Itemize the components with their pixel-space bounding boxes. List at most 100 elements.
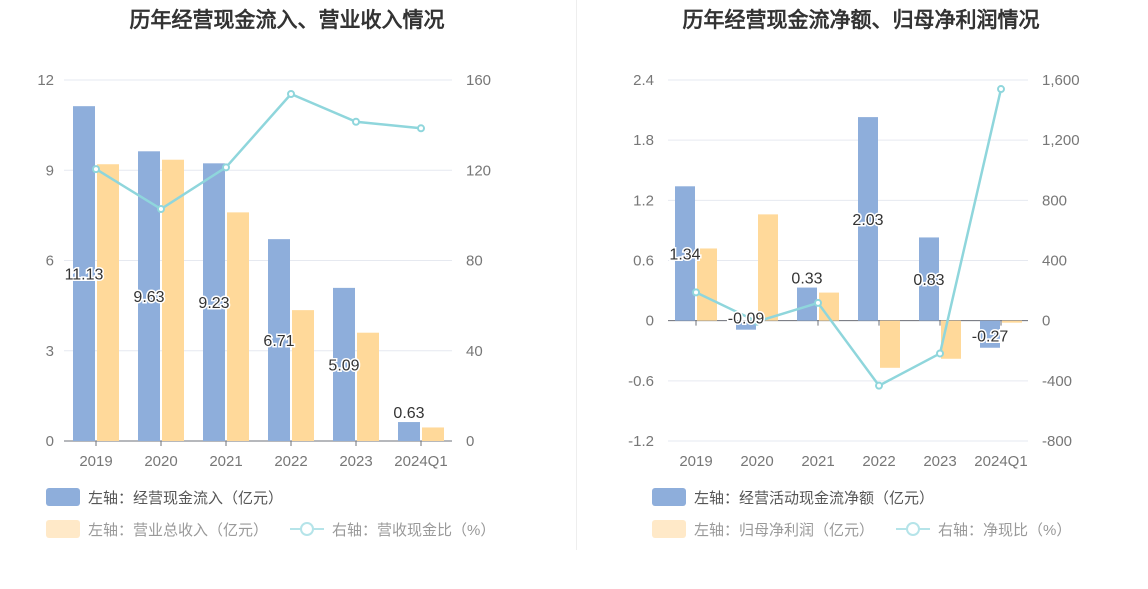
ratio-point (157, 205, 165, 214)
right-axis-tick-label: -800 (1042, 433, 1072, 450)
right-axis-tick-label: 160 (466, 72, 491, 89)
bar-primary (675, 186, 695, 321)
bar-secondary (97, 164, 119, 441)
ratio-point (222, 163, 230, 172)
bar-primary (919, 237, 939, 321)
left-axis-tick-label: 12 (37, 72, 54, 89)
chart-title: 历年经营现金流净额、归母净利润情况 (682, 9, 1040, 32)
bar-primary (858, 117, 878, 321)
ratio-point (814, 298, 822, 307)
bar-primary (797, 287, 817, 321)
legend-swatch-line (896, 520, 931, 538)
bar-primary (203, 163, 225, 442)
legend-label: 左轴：经营活动现金流净额（亿元） (694, 489, 935, 507)
bar-secondary (227, 212, 249, 441)
legend-label: 左轴：归母净利润（亿元） (694, 521, 875, 539)
left-axis-tick-label: 3 (46, 343, 54, 360)
bar-secondary (162, 159, 184, 442)
legend-item-net-profit[interactable]: 左轴：归母净利润（亿元） (652, 519, 874, 540)
legend-row-2: 左轴：营业总收入（亿元） 右轴：营收现金比（%） (46, 518, 517, 540)
bar-data-label: 1.34 (669, 246, 700, 263)
legend-swatch-bar (652, 520, 686, 538)
legend-swatch-bar (46, 520, 80, 538)
x-axis-tick-label: 2023 (339, 453, 372, 470)
bar-secondary (758, 214, 778, 321)
ratio-point (875, 381, 883, 390)
ratio-point (997, 85, 1005, 94)
legend-row-2: 左轴：归母净利润（亿元） 右轴：净现比（%） (652, 518, 1093, 540)
x-axis-tick-label: 2022 (862, 453, 895, 470)
legend-swatch-line (290, 520, 325, 538)
bar-data-label: 0.83 (913, 272, 944, 289)
bar-secondary (422, 427, 444, 441)
bar-primary (398, 422, 420, 441)
right-axis-tick-label: 80 (466, 253, 483, 270)
x-axis-tick-label: 2023 (923, 453, 956, 470)
ratio-point (287, 89, 295, 98)
bar-data-label: 5.09 (328, 357, 359, 374)
chart-panel-net-cash-profit: 历年经营现金流净额、归母净利润情况 -1.2 -0.6 0 0.6 1.2 1.8 2.4-… (574, 0, 1148, 589)
left-axis-tick-label: 1.2 (633, 192, 654, 209)
bar-data-label: 9.23 (198, 295, 229, 312)
bar-data-label: -0.27 (972, 329, 1009, 346)
bar-primary (268, 239, 290, 441)
right-axis-tick-label: 1,600 (1042, 72, 1080, 89)
right-axis-tick-label: 0 (1042, 313, 1050, 330)
ratio-point (417, 124, 425, 133)
x-axis-tick-label: 2021 (801, 453, 834, 470)
right-axis-tick-label: 0 (466, 433, 474, 450)
left-axis-tick-label: 1.8 (633, 132, 654, 149)
bar-secondary (292, 310, 314, 441)
x-axis-tick-label: 2024Q1 (394, 453, 447, 470)
left-axis-tick-label: 9 (46, 162, 54, 179)
right-axis-tick-label: 800 (1042, 192, 1067, 209)
right-axis-tick-label: 120 (466, 162, 491, 179)
legend-label: 右轴：营收现金比（%） (332, 521, 496, 539)
bar-secondary (357, 332, 379, 441)
bar-secondary (1002, 320, 1022, 323)
bar-secondary (697, 248, 717, 321)
legend-item-revenue[interactable]: 左轴：营业总收入（亿元） (46, 519, 268, 540)
left-axis-tick-label: -0.6 (628, 373, 654, 390)
legend-swatch-bar (46, 488, 80, 506)
chart-plot-area: -1.2 -0.6 0 0.6 1.2 1.8 2.4 -800 -400 0 400 800 1,20… (628, 72, 1080, 470)
x-axis-tick-label: 2020 (144, 453, 177, 470)
right-axis-tick-label: 40 (466, 343, 483, 360)
left-axis-tick-label: 0.6 (633, 253, 654, 270)
x-axis-tick-label: 2020 (740, 453, 773, 470)
bar-data-label: 6.71 (263, 333, 294, 350)
bar-primary (736, 320, 756, 330)
legend-item-cash-inflow[interactable]: 左轴：经营现金流入（亿元） (46, 487, 283, 508)
left-axis-tick-label: 0 (46, 433, 54, 450)
legend-row-1: 左轴：经营活动现金流净额（亿元） (652, 486, 956, 508)
ratio-point (692, 288, 700, 297)
legend-label: 左轴：营业总收入（亿元） (88, 521, 269, 539)
ratio-point (352, 117, 360, 126)
bar-data-label: 0.63 (393, 405, 424, 422)
legend-row-1: 左轴：经营现金流入（亿元） (46, 486, 305, 508)
panel-divider (576, 0, 577, 550)
legend-item-net-cash-ratio[interactable]: 右轴：净现比（%） (896, 519, 1071, 540)
left-axis-tick-label: 0 (646, 313, 654, 330)
bar-primary (138, 151, 160, 442)
bar-secondary (880, 320, 900, 368)
ratio-point (92, 165, 100, 174)
left-axis-tick-label: -1.2 (628, 433, 654, 450)
bar-primary (333, 287, 355, 441)
x-axis-tick-label: 2024Q1 (974, 453, 1027, 470)
left-axis-tick-label: 6 (46, 253, 54, 270)
right-axis-tick-label: -400 (1042, 373, 1072, 390)
bar-primary (73, 106, 95, 442)
ratio-line (695, 88, 1003, 388)
ratio-point (936, 349, 944, 358)
ratio-line (95, 92, 422, 211)
legend-item-revenue-cash-ratio[interactable]: 右轴：营收现金比（%） (290, 519, 495, 540)
ratio-point (753, 317, 761, 326)
legend-item-net-operating-cash[interactable]: 左轴：经营活动现金流净额（亿元） (652, 487, 934, 508)
x-axis-tick-label: 2019 (679, 453, 712, 470)
x-axis-tick-label: 2019 (79, 453, 112, 470)
bar-data-label: -0.09 (728, 311, 765, 328)
bar-primary (980, 320, 1000, 348)
